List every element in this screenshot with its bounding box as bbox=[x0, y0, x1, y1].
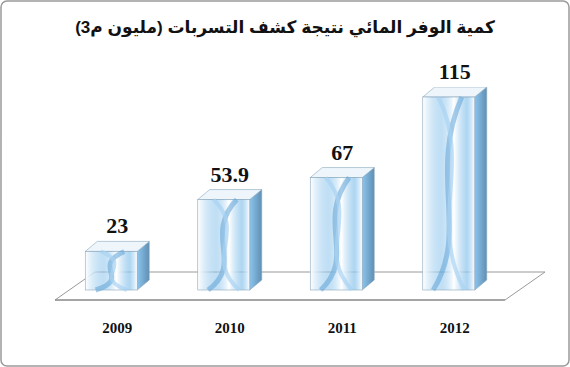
bar-front bbox=[85, 251, 137, 290]
bar-swirl bbox=[438, 97, 464, 290]
x-tick-label: 2010 bbox=[215, 320, 245, 336]
bar-top bbox=[198, 190, 262, 200]
bar bbox=[85, 241, 149, 290]
bars bbox=[85, 87, 487, 290]
frame bbox=[1, 1, 569, 366]
bar bbox=[310, 168, 374, 290]
bar bbox=[423, 87, 487, 290]
bar-swirl bbox=[101, 251, 127, 290]
data-label: 23 bbox=[106, 213, 128, 238]
x-tick-label: 2012 bbox=[440, 320, 470, 336]
x-tick-label: 2009 bbox=[102, 320, 132, 336]
bar-top bbox=[310, 168, 374, 178]
bar-side bbox=[475, 87, 487, 290]
bar-side bbox=[362, 168, 374, 290]
data-label: 67 bbox=[331, 140, 353, 165]
bar bbox=[198, 190, 262, 290]
labels: 23 2009 53.9 2010 67 2011 115 2012 bbox=[102, 59, 470, 336]
chart-container: كمية الوفر المائي نتيجة كشف التسربات (مل… bbox=[0, 0, 570, 367]
x-tick-label: 2011 bbox=[328, 320, 357, 336]
bar-top bbox=[85, 241, 149, 251]
bar-swirl bbox=[326, 178, 352, 290]
data-label: 53.9 bbox=[211, 162, 250, 187]
bar-front bbox=[423, 97, 475, 290]
bar-front bbox=[198, 200, 250, 290]
x-axis-line bbox=[55, 299, 505, 300]
bar-side bbox=[250, 190, 262, 290]
chart-svg: كمية الوفر المائي نتيجة كشف التسربات (مل… bbox=[0, 0, 570, 367]
data-label: 115 bbox=[439, 59, 471, 84]
bar-top bbox=[423, 87, 487, 97]
title: كمية الوفر المائي نتيجة كشف التسربات (مل… bbox=[75, 18, 495, 38]
bar-front bbox=[310, 178, 362, 290]
bar-swirl bbox=[213, 200, 239, 290]
